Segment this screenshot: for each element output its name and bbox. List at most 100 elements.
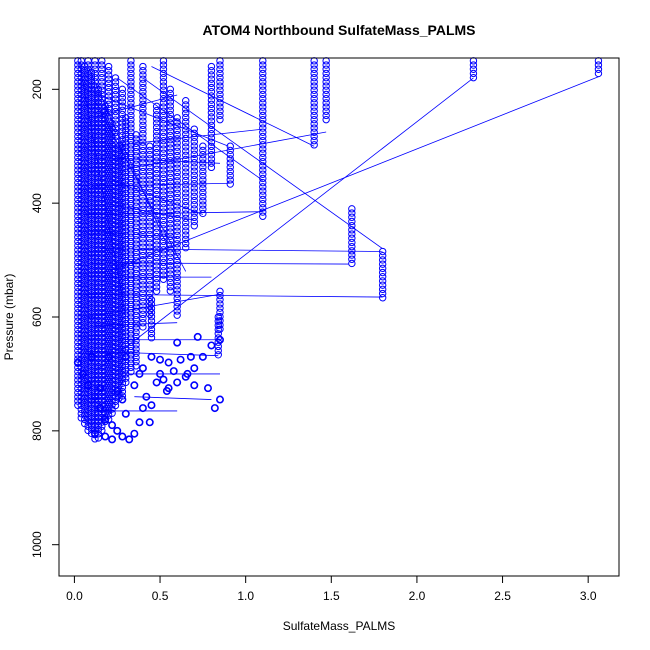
data-point <box>378 252 387 260</box>
data-point <box>182 227 190 235</box>
data-point <box>166 102 175 110</box>
data-point <box>207 62 216 71</box>
data-point <box>182 143 190 151</box>
data-point <box>310 120 318 128</box>
data-point <box>207 71 216 79</box>
scatter-point-49 <box>173 338 182 347</box>
data-point <box>207 117 216 125</box>
scatter-point-5 <box>101 415 110 424</box>
data-point <box>214 325 222 334</box>
series-line-0 <box>91 77 474 375</box>
data-point <box>173 244 181 252</box>
profile-column-22 <box>173 114 181 319</box>
scatter-point-3 <box>90 392 99 401</box>
data-point <box>322 82 330 90</box>
data-point <box>139 314 147 323</box>
scatter-point-40 <box>145 418 154 427</box>
data-point <box>310 124 318 132</box>
data-point <box>104 104 113 113</box>
data-point <box>322 65 330 73</box>
data-point <box>216 287 224 296</box>
data-point <box>159 258 168 267</box>
data-point <box>207 113 216 121</box>
data-point <box>132 206 140 215</box>
data-point <box>182 109 190 117</box>
data-point <box>207 92 216 100</box>
data-point <box>132 173 140 181</box>
scatter-point-42 <box>101 432 110 441</box>
y-axis: 200 400 600 800 1000 <box>30 79 60 558</box>
scatter-point-28 <box>121 352 130 361</box>
data-point <box>127 61 135 69</box>
data-point <box>310 107 318 115</box>
scatter-point-13 <box>138 404 147 413</box>
data-point <box>259 124 267 132</box>
data-point <box>146 276 154 285</box>
data-point <box>378 268 387 277</box>
scatter-point-25 <box>156 355 165 364</box>
data-point <box>173 135 181 143</box>
data-point <box>127 111 135 120</box>
data-point <box>166 85 175 94</box>
data-point <box>259 132 267 141</box>
data-point <box>173 303 181 311</box>
data-point <box>216 304 224 312</box>
data-point <box>173 307 181 315</box>
data-point <box>173 130 181 139</box>
profile-column-33 <box>378 247 387 302</box>
data-point <box>159 262 168 271</box>
data-point <box>159 99 168 107</box>
data-point <box>147 304 156 313</box>
data-point <box>259 178 267 187</box>
data-point <box>146 163 154 171</box>
data-point <box>111 120 120 128</box>
data-point <box>104 71 113 79</box>
data-point <box>146 255 154 264</box>
data-point <box>259 212 267 220</box>
data-point <box>159 233 168 241</box>
data-point <box>348 234 356 242</box>
data-point <box>166 211 175 220</box>
data-point <box>152 106 161 115</box>
data-point <box>173 185 181 193</box>
data-point <box>469 69 478 78</box>
data-point <box>146 222 154 230</box>
data-point <box>146 285 154 293</box>
data-point <box>348 255 356 263</box>
data-point <box>216 86 224 94</box>
scatter-point-9 <box>125 435 134 444</box>
profile-column-27 <box>216 57 224 124</box>
data-point <box>139 104 147 113</box>
data-point <box>159 241 168 250</box>
data-point <box>322 107 330 115</box>
profile-column-30 <box>310 57 318 149</box>
data-point <box>259 153 267 162</box>
data-point <box>139 125 147 134</box>
data-point <box>173 261 181 269</box>
data-point <box>152 148 161 157</box>
data-point <box>132 286 140 294</box>
data-point <box>132 164 140 173</box>
data-point <box>190 171 198 180</box>
data-point <box>166 257 175 266</box>
x-tick-label-4: 2.0 <box>409 589 426 603</box>
data-point <box>166 148 175 157</box>
data-point <box>166 253 175 262</box>
data-point <box>166 215 175 224</box>
scatter-point-12 <box>121 409 130 418</box>
data-point <box>378 247 387 256</box>
data-point <box>147 308 156 317</box>
data-point <box>216 78 224 86</box>
data-point <box>259 107 267 115</box>
x-tick-label-3: 1.5 <box>323 589 340 603</box>
data-point <box>159 136 168 145</box>
data-point <box>146 167 154 176</box>
data-point <box>166 228 175 236</box>
data-point <box>127 86 135 94</box>
data-point <box>199 163 207 171</box>
data-point <box>259 145 267 153</box>
data-point <box>146 272 154 281</box>
data-point <box>139 121 147 130</box>
data-point <box>122 378 130 387</box>
data-point <box>173 206 181 214</box>
